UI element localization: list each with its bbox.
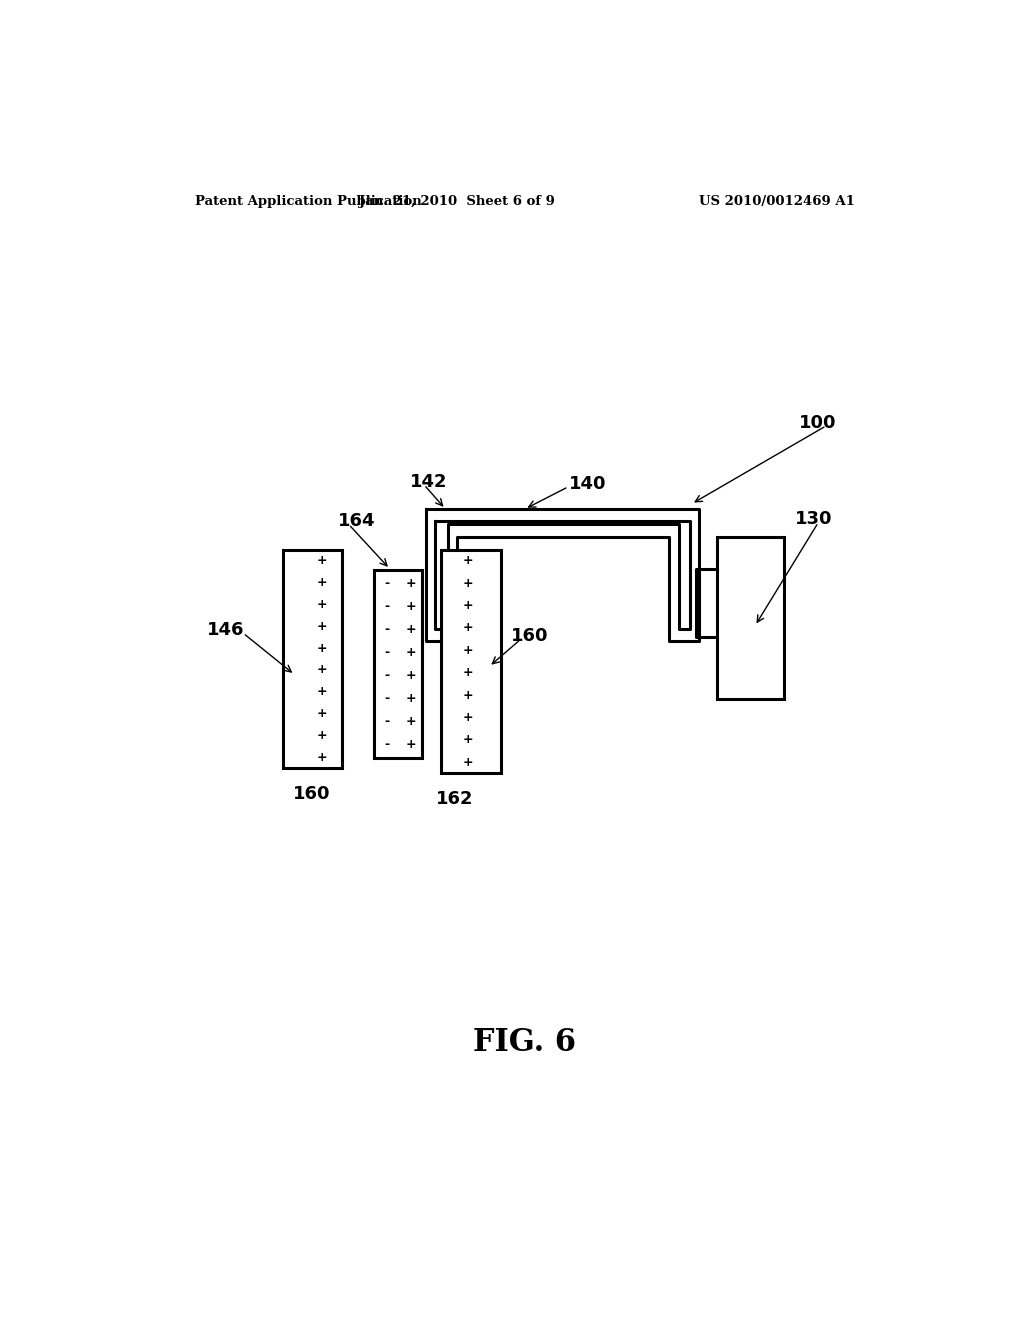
Text: +: + <box>406 669 417 682</box>
Text: +: + <box>463 644 473 657</box>
Text: Jan. 21, 2010  Sheet 6 of 9: Jan. 21, 2010 Sheet 6 of 9 <box>359 194 555 207</box>
Text: +: + <box>406 623 417 636</box>
Text: +: + <box>463 554 473 568</box>
Text: +: + <box>463 711 473 723</box>
Text: +: + <box>463 755 473 768</box>
Text: -: - <box>385 577 390 590</box>
Text: +: + <box>463 667 473 680</box>
Text: +: + <box>316 664 327 676</box>
Text: 160: 160 <box>293 784 331 803</box>
Text: 162: 162 <box>436 789 473 808</box>
Text: 146: 146 <box>207 620 245 639</box>
Text: +: + <box>406 692 417 705</box>
Text: +: + <box>316 708 327 721</box>
Text: 160: 160 <box>511 627 549 645</box>
Text: +: + <box>463 734 473 746</box>
Bar <box>717 536 784 700</box>
Text: 140: 140 <box>568 475 606 492</box>
Bar <box>283 549 342 768</box>
Text: -: - <box>385 599 390 612</box>
Text: -: - <box>385 715 390 729</box>
Text: +: + <box>463 689 473 701</box>
Text: +: + <box>406 738 417 751</box>
Text: -: - <box>385 692 390 705</box>
Text: 100: 100 <box>799 413 836 432</box>
Text: FIG. 6: FIG. 6 <box>473 1027 577 1059</box>
Text: +: + <box>316 554 327 568</box>
Text: +: + <box>316 642 327 655</box>
Text: -: - <box>385 623 390 636</box>
Text: +: + <box>316 576 327 589</box>
Text: 164: 164 <box>338 512 376 531</box>
Text: -: - <box>385 645 390 659</box>
Text: +: + <box>406 599 417 612</box>
Text: +: + <box>463 622 473 635</box>
Bar <box>374 570 422 758</box>
Text: -: - <box>385 738 390 751</box>
Text: +: + <box>316 598 327 611</box>
Text: +: + <box>316 619 327 632</box>
Text: 142: 142 <box>410 473 447 491</box>
Text: +: + <box>316 751 327 764</box>
Text: +: + <box>463 577 473 590</box>
Text: +: + <box>316 685 327 698</box>
Text: -: - <box>385 669 390 682</box>
Text: +: + <box>406 577 417 590</box>
Text: +: + <box>406 645 417 659</box>
Text: US 2010/0012469 A1: US 2010/0012469 A1 <box>699 194 855 207</box>
Bar <box>441 549 501 774</box>
Text: 130: 130 <box>795 511 833 528</box>
Text: +: + <box>463 599 473 612</box>
Text: +: + <box>406 715 417 729</box>
Text: +: + <box>316 729 327 742</box>
Text: Patent Application Publication: Patent Application Publication <box>196 194 422 207</box>
